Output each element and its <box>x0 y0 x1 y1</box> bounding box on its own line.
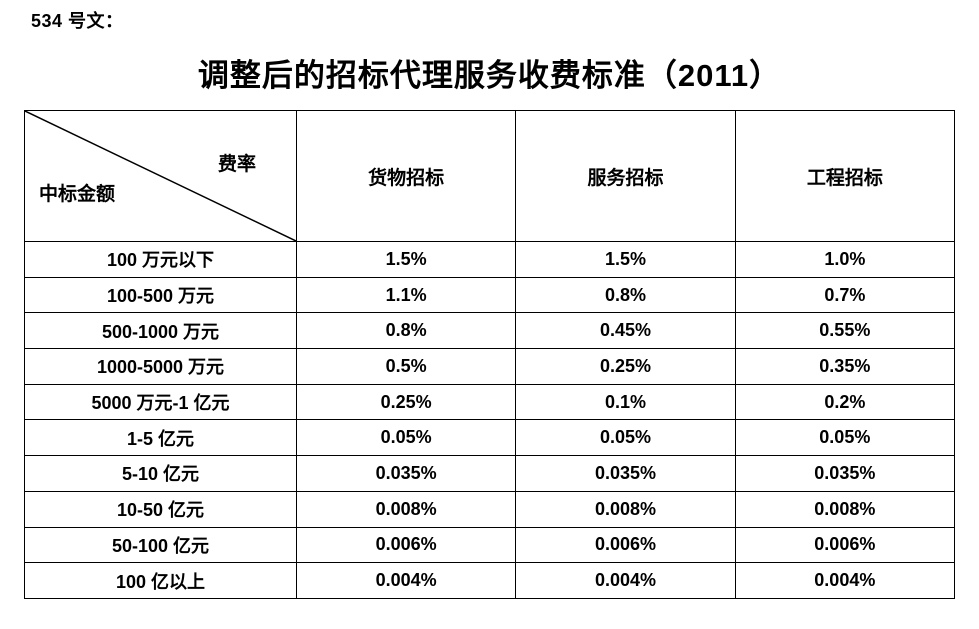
column-header-service-bidding: 服务招标 <box>515 110 736 242</box>
table-header-row: 费率 中标金额 货物招标 服务招标 工程招标 <box>24 110 956 242</box>
fee-value-cell: 0.5% <box>295 348 517 385</box>
column-header-engineering-bidding: 工程招标 <box>734 110 956 242</box>
corner-label-bid-amount: 中标金额 <box>39 184 116 205</box>
fee-value-cell: 0.035% <box>734 455 956 492</box>
table-row: 100 亿以上 0.004% 0.004% 0.004% <box>24 562 956 599</box>
table-row: 10-50 亿元 0.008% 0.008% 0.008% <box>24 490 956 528</box>
fee-value-cell: 0.008% <box>515 490 736 528</box>
fee-value-cell: 1.5% <box>295 241 517 278</box>
table-row: 500-1000 万元 0.8% 0.45% 0.55% <box>24 312 956 350</box>
fee-value-cell: 0.008% <box>295 490 517 528</box>
fee-value-cell: 0.05% <box>295 419 517 457</box>
fee-value-cell: 0.006% <box>295 526 517 564</box>
fee-value-cell: 0.25% <box>515 348 736 385</box>
row-label: 5000 万元-1 亿元 <box>24 383 297 421</box>
row-label: 5-10 亿元 <box>24 455 297 492</box>
table-body: 100 万元以下 1.5% 1.5% 1.0% 100-500 万元 1.1% 0.8% 0.… <box>24 241 956 599</box>
fee-value-cell: 0.05% <box>515 419 736 457</box>
row-label: 500-1000 万元 <box>24 312 297 350</box>
row-label: 50-100 亿元 <box>24 526 297 564</box>
table-row: 5-10 亿元 0.035% 0.035% 0.035% <box>24 455 956 492</box>
table-row: 1-5 亿元 0.05% 0.05% 0.05% <box>24 419 956 457</box>
fee-table: 费率 中标金额 货物招标 服务招标 工程招标 100 万元以下 1.5% 1.5% 1… <box>24 110 956 599</box>
table-row: 1000-5000 万元 0.5% 0.25% 0.35% <box>24 348 956 385</box>
fee-value-cell: 0.004% <box>295 562 517 599</box>
fee-value-cell: 0.05% <box>734 419 956 457</box>
fee-value-cell: 0.004% <box>515 562 736 599</box>
fee-value-cell: 1.0% <box>734 241 956 278</box>
fee-value-cell: 0.2% <box>734 383 956 421</box>
fee-value-cell: 0.004% <box>734 562 956 599</box>
row-label: 100 万元以下 <box>24 241 297 278</box>
fee-value-cell: 0.45% <box>515 312 736 350</box>
table-row: 100-500 万元 1.1% 0.8% 0.7% <box>24 276 956 314</box>
table-row: 50-100 亿元 0.006% 0.006% 0.006% <box>24 526 956 564</box>
doc-number-label: 534 号文： <box>31 11 124 31</box>
diagonal-header-cell: 费率 中标金额 <box>24 110 297 242</box>
fee-value-cell: 1.1% <box>295 276 517 314</box>
row-label: 1-5 亿元 <box>24 419 297 457</box>
fee-value-cell: 0.006% <box>734 526 956 564</box>
diagonal-divider-line <box>25 111 296 241</box>
fee-value-cell: 0.25% <box>295 383 517 421</box>
column-header-goods-bidding: 货物招标 <box>295 110 517 242</box>
fee-value-cell: 0.8% <box>515 276 736 314</box>
table-row: 5000 万元-1 亿元 0.25% 0.1% 0.2% <box>24 383 956 421</box>
fee-value-cell: 1.5% <box>515 241 736 278</box>
fee-value-cell: 0.1% <box>515 383 736 421</box>
corner-label-fee-rate: 费率 <box>217 154 256 175</box>
fee-value-cell: 0.8% <box>295 312 517 350</box>
row-label: 100-500 万元 <box>24 276 297 314</box>
fee-value-cell: 0.55% <box>734 312 956 350</box>
fee-value-cell: 0.035% <box>515 455 736 492</box>
fee-value-cell: 0.035% <box>295 455 517 492</box>
page-title: 调整后的招标代理服务收费标准（2011） <box>197 58 782 93</box>
fee-value-cell: 0.7% <box>734 276 956 314</box>
fee-value-cell: 0.008% <box>734 490 956 528</box>
fee-value-cell: 0.35% <box>734 348 956 385</box>
table-row: 100 万元以下 1.5% 1.5% 1.0% <box>24 241 956 278</box>
row-label: 10-50 亿元 <box>24 490 297 528</box>
fee-value-cell: 0.006% <box>515 526 736 564</box>
row-label: 100 亿以上 <box>24 562 297 599</box>
row-label: 1000-5000 万元 <box>24 348 297 385</box>
